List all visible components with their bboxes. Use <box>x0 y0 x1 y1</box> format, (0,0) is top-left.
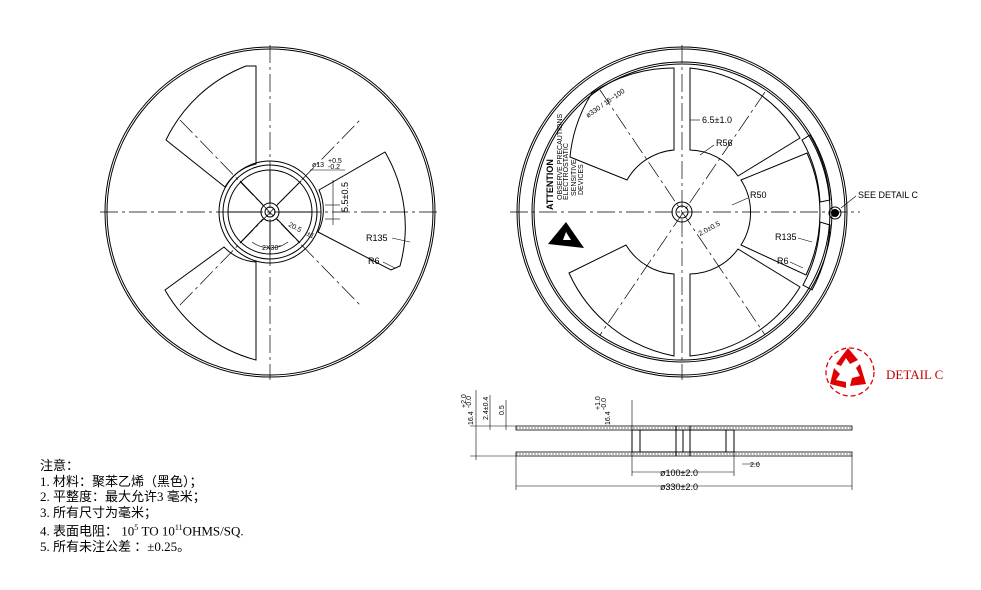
note-2: 2. 平整度：最大允许3 毫米； <box>40 489 206 504</box>
side-hub-dia: ø100±2.0 <box>660 468 698 478</box>
side-reel-dia: ø330±2.0 <box>660 482 698 492</box>
esd-line4: DEVICES <box>578 164 585 195</box>
esd-title: ATTENTION <box>545 159 555 210</box>
see-detail-label: SEE DETAIL C <box>858 190 919 200</box>
left-hub-tol-lower: -0.2 <box>328 164 340 171</box>
left-hub-tol-upper: +0.5 <box>328 158 342 165</box>
left-radius-corner: R6 <box>368 256 380 266</box>
left-arbor-tol: ±1 <box>305 231 315 241</box>
left-reel-view: ø13 +0.5 -0.2 5.5±0.5 20.5 ±1 2X30° R135… <box>100 45 440 380</box>
note-1: 1. 材料：聚苯乙烯（黑色）； <box>40 473 203 489</box>
note-4-suffix: OHMS/SQ. <box>182 523 244 539</box>
detail-c-label: DETAIL C <box>886 367 943 382</box>
right-slot-label: 2.0±0.5 <box>698 221 722 238</box>
esd-warning-label: ATTENTION OBSERVE PRECAUTIONS ELECTROSTA… <box>545 113 585 248</box>
notes-block: 注意： 1. 材料：聚苯乙烯（黑色）； 2. 平整度：最大允许3 毫米； 3. … <box>40 458 244 554</box>
side-flange-dim: 2.4±0.4 <box>483 397 490 420</box>
side-total-tol-upper: +2.0 <box>461 394 468 408</box>
left-radius-outer: R135 <box>366 233 388 243</box>
right-radius-outer: R135 <box>775 232 797 242</box>
note-4: 4. 表面电阻： 105 TO 1011OHMS/SQ. <box>40 520 244 539</box>
side-inner-tol-upper: +1.0 <box>595 396 602 410</box>
recycle-logo-icon <box>830 348 866 388</box>
side-inner-width: 16.4 <box>605 411 612 425</box>
note-4-prefix: 4. 表面电阻： 10 <box>40 523 135 539</box>
esd-line3: SENSITIVE <box>571 159 578 196</box>
detail-c: DETAIL C <box>825 347 943 397</box>
side-step-dim: 2.0 <box>750 462 760 469</box>
side-lip-dim: 0.5 <box>499 405 506 415</box>
side-total-tol-lower: -0.0 <box>466 396 473 408</box>
left-key-depth-label: 5.5±0.5 <box>340 182 350 212</box>
side-inner-tol-lower: -0.0 <box>601 398 608 410</box>
notes-heading: 注意： <box>40 458 80 473</box>
left-hub-dia-label: ø13 <box>312 162 324 169</box>
esd-line2: ELECTROSTATIC <box>563 143 570 200</box>
esd-line1: OBSERVE PRECAUTIONS <box>557 113 564 200</box>
note-5: 5. 所有未注公差 ：±0.25。 <box>40 538 191 554</box>
note-4-exp2: 11 <box>174 523 183 532</box>
right-radius-inner: R50 <box>750 190 767 200</box>
side-total-width: 16.4 <box>468 411 475 425</box>
detail-c-boundary <box>825 347 875 397</box>
side-view: 16.4 +2.0 -0.0 2.4±0.4 0.5 16.4 +1.0 -0.… <box>461 390 853 492</box>
left-angle-label: 2X30° <box>262 244 281 252</box>
right-spoke-width-label: 6.5±1.0 <box>702 115 732 125</box>
note-4-exp1: 5 <box>134 523 139 532</box>
right-radius-hub: R56 <box>716 138 733 148</box>
note-4-mid: TO 10 <box>138 523 175 539</box>
right-radius-corner: R6 <box>777 256 789 266</box>
note-3: 3. 所有尺寸为毫米； <box>40 504 158 520</box>
right-reel-view: ø330 / 16~100 6.5±1.0 R56 R50 2.0±0.5 R1… <box>510 45 919 380</box>
